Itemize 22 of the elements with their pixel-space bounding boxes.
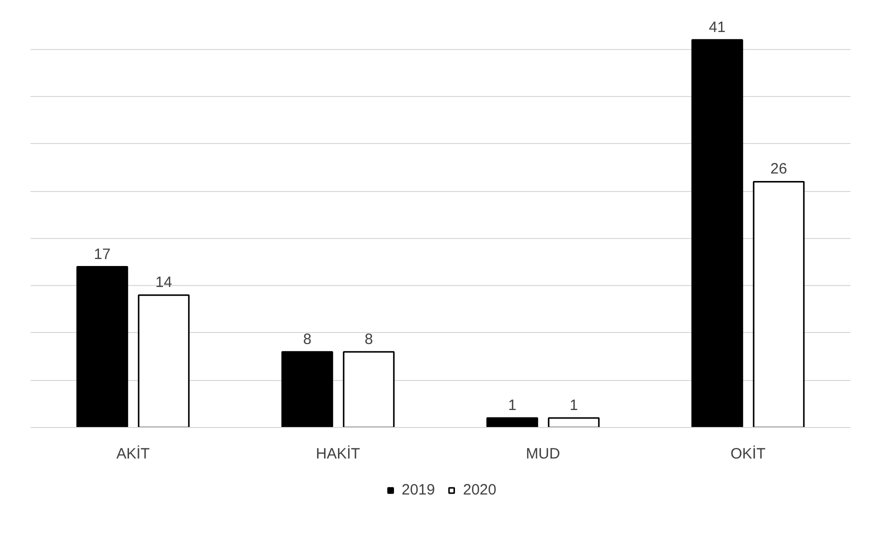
data-label: 1 xyxy=(570,397,578,414)
x-tick-label: OKİT xyxy=(730,444,766,462)
bar xyxy=(691,39,744,428)
data-label: 8 xyxy=(364,330,373,348)
data-label: 1 xyxy=(508,397,516,414)
data-label: 17 xyxy=(94,246,111,263)
bar xyxy=(752,180,805,428)
data-label: 14 xyxy=(155,274,172,292)
bar xyxy=(76,266,128,428)
data-label: 41 xyxy=(708,18,726,36)
legend-label: 2019 xyxy=(402,482,435,498)
x-tick-label: AKİT xyxy=(116,444,150,462)
data-label: 26 xyxy=(770,160,788,178)
bar xyxy=(138,294,190,428)
bar xyxy=(548,417,600,428)
data-label: 8 xyxy=(303,330,312,348)
bar xyxy=(486,417,538,428)
x-tick-label: MUD xyxy=(526,446,560,462)
bar xyxy=(342,351,395,428)
bar xyxy=(281,351,334,428)
legend-label: 2020 xyxy=(463,482,496,498)
x-tick-label: HAKİT xyxy=(316,444,360,462)
